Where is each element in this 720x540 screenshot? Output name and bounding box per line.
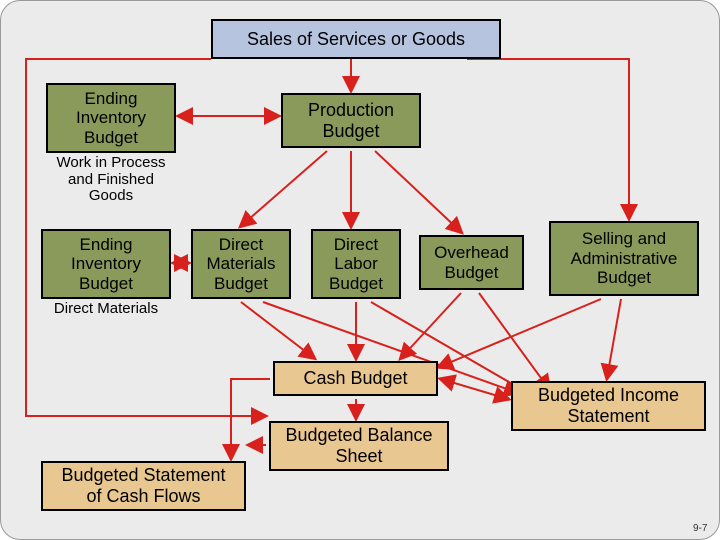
- edge-8: [241, 302, 314, 358]
- node-prod: Production Budget: [281, 93, 421, 148]
- label-dm: Direct Materials: [41, 301, 171, 318]
- node-dlb: Direct Labor Budget: [311, 229, 401, 299]
- node-eib2: Ending Inventory Budget: [41, 229, 171, 299]
- label-wip: Work in Process and Finished Goods: [41, 155, 181, 205]
- edge-11: [439, 299, 601, 367]
- budget-flowchart: Sales of Services or Goods Ending Invento…: [0, 0, 720, 540]
- edge-18: [231, 379, 270, 458]
- node-bis: Budgeted Income Statement: [511, 381, 706, 431]
- node-eib1: Ending Inventory Budget: [46, 83, 176, 153]
- slide-number: 9-7: [693, 523, 707, 534]
- node-bbs: Budgeted Balance Sheet: [269, 421, 449, 471]
- edge-10: [401, 293, 461, 358]
- edge-15: [607, 299, 621, 378]
- edge-5: [241, 151, 327, 226]
- node-sga: Selling and Administrative Budget: [549, 221, 699, 296]
- node-sales: Sales of Services or Goods: [211, 19, 501, 59]
- edge-7: [375, 151, 461, 232]
- node-dmb: Direct Materials Budget: [191, 229, 291, 299]
- node-bscf: Budgeted Statement of Cash Flows: [41, 461, 246, 511]
- node-ovh: Overhead Budget: [419, 235, 524, 290]
- edge-3: [467, 59, 629, 218]
- edge-16: [441, 379, 508, 399]
- node-cash: Cash Budget: [273, 361, 438, 396]
- edge-14: [479, 293, 549, 389]
